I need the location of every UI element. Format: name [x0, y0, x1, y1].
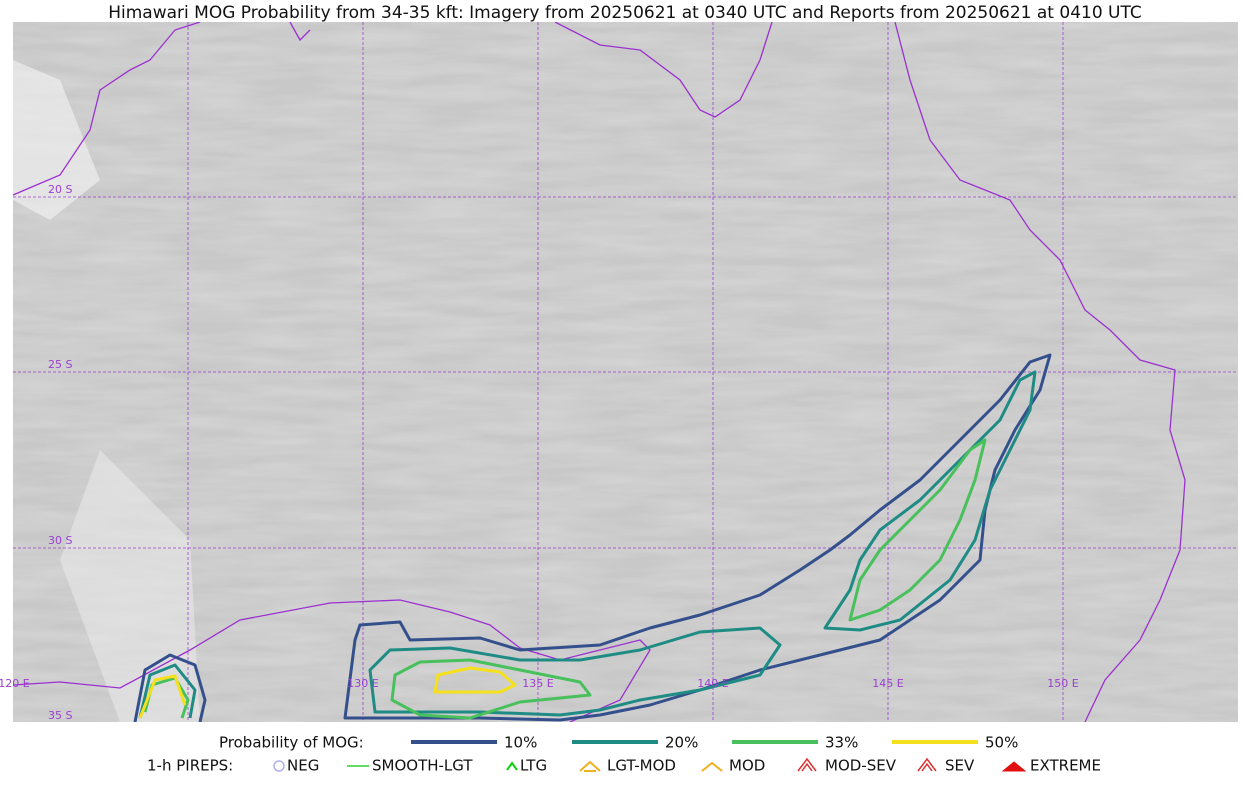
grid [13, 22, 1238, 722]
legend-entry: SEV [945, 757, 975, 775]
lat-label: 25 S [48, 358, 72, 371]
lat-label: 35 S [48, 709, 72, 722]
legend-entry: MOD-SEV [825, 757, 897, 775]
cloud [60, 450, 200, 722]
lon-label: 145 E [872, 677, 903, 690]
map [13, 22, 1238, 722]
legend-entry: NEG [287, 757, 319, 775]
legend-symbol [1001, 761, 1027, 772]
legend-symbol [701, 761, 723, 772]
legend-entry: 10% [504, 734, 537, 752]
legend-entry: LGT-MOD [607, 757, 676, 775]
legend-label: 1-h PIREPS: [147, 757, 233, 775]
legend-entry: SMOOTH-LGT [372, 757, 473, 775]
legend: Probability of MOG: 10% 20% 33% 50% 1-h PIREP… [147, 734, 1101, 775]
lon-label: 130 E [347, 677, 378, 690]
cloud [13, 60, 100, 220]
lon-label: 135 E [522, 677, 553, 690]
coastline [13, 22, 1186, 722]
legend-symbol [579, 760, 601, 772]
title: Himawari MOG Probability from 34-35 kft:… [108, 3, 1142, 23]
lon-label: 120 E [0, 677, 30, 690]
lat-label: 20 S [48, 183, 72, 196]
legend-symbol [273, 760, 285, 772]
legend-entry: 20% [665, 734, 698, 752]
lon-label: 140 E [697, 677, 728, 690]
legend-symbol [917, 757, 937, 772]
legend-label: Probability of MOG: [219, 734, 364, 752]
legend-entry: LTG [520, 757, 547, 775]
legend-entry: 33% [825, 734, 858, 752]
legend-entry: MOD [729, 757, 765, 775]
lat-label: 30 S [48, 534, 72, 547]
legend-symbol [506, 761, 518, 771]
lon-label: 150 E [1047, 677, 1078, 690]
map-labels: 20 S 25 S 30 S 35 S 120 E 130 E 135 E 140 E 145 … [0, 183, 1079, 722]
legend-entry: EXTREME [1030, 757, 1101, 775]
legend-entry: 50% [985, 734, 1018, 752]
contours [133, 353, 1052, 722]
legend-symbol [797, 757, 817, 772]
